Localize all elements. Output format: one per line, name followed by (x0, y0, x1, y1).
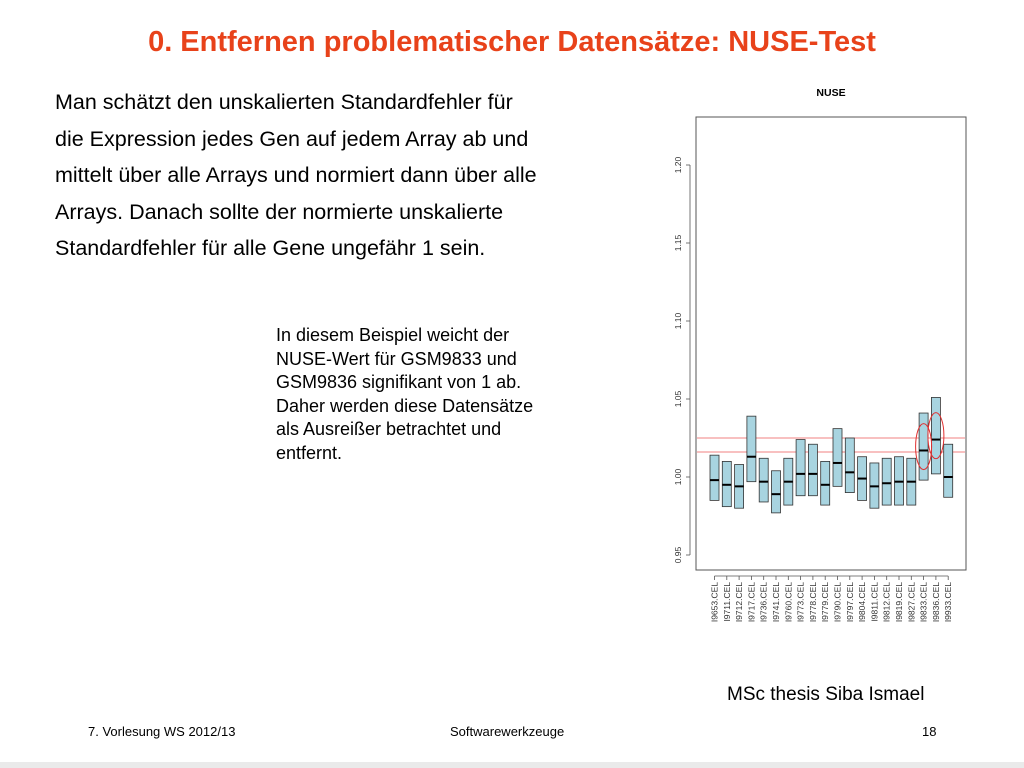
box (820, 460, 831, 506)
outlier-circle (915, 423, 933, 471)
x-tick-label: I9773.CEL (796, 582, 806, 622)
x-tick-label: I9736.CEL (759, 582, 769, 622)
x-tick-label: I9797.CEL (845, 582, 855, 622)
footer-course: Softwarewerkzeuge (450, 724, 565, 739)
y-tick-label: 0.95 (673, 546, 683, 563)
note-line: entfernt. (276, 442, 343, 463)
y-tick-label: 1.20 (673, 156, 683, 173)
y-tick-label: 1.05 (673, 390, 683, 407)
footer-lecture: 7. Vorlesung WS 2012/13 (88, 724, 236, 739)
box (795, 439, 806, 497)
box (709, 454, 720, 501)
x-tick-label: I9717.CEL (746, 582, 756, 622)
intro-line: Arrays. Danach sollte der normierte unsk… (55, 199, 504, 224)
x-tick-label: I9778.CEL (808, 582, 818, 622)
note-line: In diesem Beispiel weicht der (276, 325, 510, 345)
y-tick-label: 1.10 (673, 312, 683, 329)
x-tick-label: I9811.CEL (869, 582, 879, 622)
x-tick-label: I9790.CEL (833, 582, 843, 622)
intro-line: mittelt über alle Arrays und normiert da… (55, 163, 537, 187)
x-tick-label: I9779.CEL (820, 582, 830, 622)
intro-line: Standardfehler für alle Gene ungefähr 1 … (55, 236, 486, 260)
box-series (709, 397, 954, 514)
y-tick-label: 1.00 (673, 468, 683, 485)
y-axis: 0.95 1.00 1.05 1.10 1.15 1.20 (673, 156, 691, 563)
nuse-boxplot-chart: NUSE 0.951.001.051.101.151.20 I9653.CEL I… (673, 87, 967, 622)
chart-title: NUSE (816, 87, 845, 99)
x-tick-label: I9933.CEL (943, 582, 953, 622)
note-line: Daher werden diese Datensätze (276, 395, 534, 416)
x-tick-label: I9741.CEL (771, 582, 781, 622)
box (807, 443, 818, 497)
figure-caption: MSc thesis Siba Ismael (727, 684, 925, 705)
x-tick-label: I9827.CEL (906, 582, 916, 622)
box (746, 415, 757, 483)
intro-paragraph: Man schätzt den unskalierten Standardfeh… (55, 84, 645, 267)
box (943, 443, 954, 498)
page-number: 18 (922, 724, 937, 739)
x-tick-label: I9833.CEL (919, 582, 929, 622)
bottom-divider (0, 762, 1024, 768)
x-tick-label: I9836.CEL (931, 582, 941, 622)
x-tick-label: I9819.CEL (894, 582, 904, 622)
x-tick-label: I9711.CEL (722, 582, 732, 622)
x-tick-label: I9804.CEL (857, 582, 867, 622)
note-line: GSM9836 signifikant von 1 ab. (276, 372, 522, 392)
plot-frame (695, 116, 967, 571)
outlier-circle (927, 412, 945, 460)
box (930, 397, 941, 475)
x-tick-label: I9712.CEL (734, 582, 744, 622)
note-line: NUSE-Wert für GSM9833 und (276, 348, 517, 369)
outlier-highlights (915, 412, 945, 471)
intro-line: die Expression jedes Gen auf jedem Array… (55, 126, 529, 151)
slide-title: 0. Entfernen problematischer Datensätze:… (148, 26, 876, 58)
x-tick-label: I9760.CEL (783, 582, 793, 622)
x-axis: I9653.CEL I9711.CEL I9712.CEL I9717.CEL I973… (710, 575, 953, 622)
x-tick-label: I9653.CEL (710, 582, 720, 622)
outlier-note: In diesem Beispiel weicht der NUSE-Wert … (276, 324, 616, 465)
box (881, 457, 892, 506)
y-tick-label: 1.15 (673, 234, 683, 251)
box (832, 428, 843, 487)
note-line: als Ausreißer betrachtet und (276, 419, 502, 439)
box (758, 457, 769, 503)
box (918, 412, 929, 481)
x-tick-label: I9812.CEL (882, 582, 892, 622)
intro-line: Man schätzt den unskalierten Standardfeh… (55, 90, 513, 114)
box (771, 470, 781, 514)
box (844, 437, 855, 493)
